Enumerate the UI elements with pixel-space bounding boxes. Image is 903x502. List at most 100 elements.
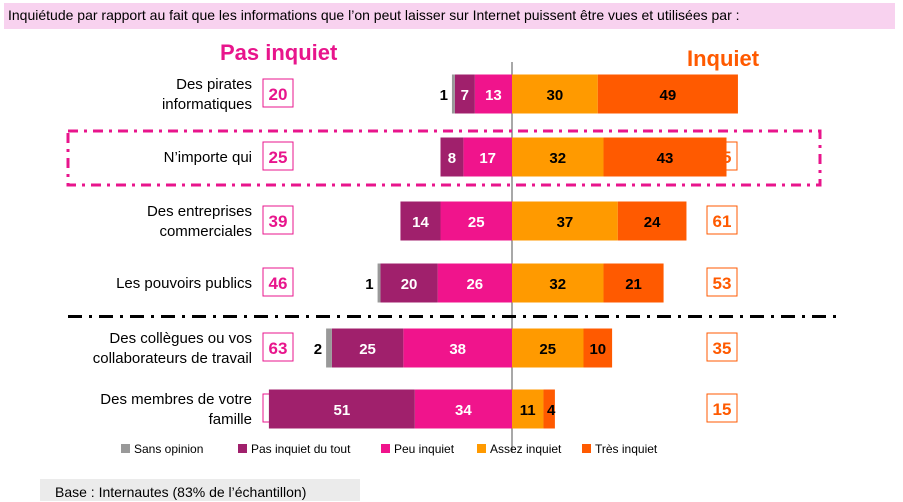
pas-inquiet-header: Pas inquiet xyxy=(220,40,338,65)
bar-value-label: 1 xyxy=(365,276,373,293)
bar-value-label: 32 xyxy=(549,276,566,293)
legend-swatch xyxy=(381,444,390,453)
bar-value-label: 7 xyxy=(461,87,469,104)
bar-segment xyxy=(474,74,512,114)
bar-value-label: 25 xyxy=(359,341,376,358)
total-pas-inquiet: 25 xyxy=(269,148,288,167)
bar-value-label: 4 xyxy=(547,402,556,419)
bar-value-label: 8 xyxy=(448,150,456,167)
category-label: informatiques xyxy=(162,96,252,113)
bar-value-label: 30 xyxy=(547,87,564,104)
bar-segment xyxy=(400,201,441,241)
bar-segment xyxy=(512,389,544,429)
legend-swatch xyxy=(477,444,486,453)
inquiet-header: Inquiet xyxy=(687,46,760,71)
bar-segment xyxy=(603,137,727,177)
total-box-pas-inquiet xyxy=(262,78,294,108)
legend-label: Sans opinion xyxy=(134,442,203,456)
legend-label: Peu inquiet xyxy=(394,442,455,456)
bar-value-label: 43 xyxy=(657,150,674,167)
bar-segment xyxy=(512,201,618,241)
bar-segment xyxy=(512,137,604,177)
category-label: commerciales xyxy=(159,223,252,240)
bar-segment xyxy=(326,328,332,368)
bar-value-label: 2 xyxy=(314,341,322,358)
total-pas-inquiet: 20 xyxy=(269,85,288,104)
bar-segment xyxy=(414,389,512,429)
bar-segment xyxy=(268,389,415,429)
chart-title: Inquiétude par rapport au fait que les i… xyxy=(8,7,740,23)
bar-segment xyxy=(583,328,613,368)
bar-segment xyxy=(377,263,381,303)
total-pas-inquiet: 39 xyxy=(269,212,288,231)
bar-value-label: 1 xyxy=(440,87,448,104)
total-box-pas-inquiet xyxy=(262,332,294,362)
bar-value-label: 37 xyxy=(557,214,574,231)
total-inquiet: 35 xyxy=(713,339,732,358)
category-label: Les pouvoirs publics xyxy=(116,275,252,292)
bar-segment xyxy=(543,389,555,429)
total-pas-inquiet: 46 xyxy=(269,274,288,293)
bar-segment xyxy=(437,263,512,303)
bar-segment xyxy=(463,137,512,177)
bar-value-label: 25 xyxy=(539,341,556,358)
legend-label: Pas inquiet du tout xyxy=(251,442,351,456)
bar-segment xyxy=(331,328,404,368)
bar-value-label: 51 xyxy=(333,402,350,419)
total-inquiet: 53 xyxy=(713,274,732,293)
bar-value-label: 34 xyxy=(455,402,472,419)
bar-segment xyxy=(403,328,512,368)
bar-segment xyxy=(440,201,512,241)
bar-value-label: 25 xyxy=(468,214,485,231)
total-box-inquiet xyxy=(706,332,738,362)
category-label: Des collègues ou vos xyxy=(109,330,252,347)
category-label: Des entreprises xyxy=(147,203,252,220)
bar-value-label: 14 xyxy=(412,214,429,231)
total-pas-inquiet: 63 xyxy=(269,339,288,358)
category-label: Des membres de votre xyxy=(100,391,252,408)
bar-segment xyxy=(512,263,604,303)
total-box-pas-inquiet xyxy=(262,205,294,235)
bar-segment xyxy=(454,74,475,114)
bar-value-label: 26 xyxy=(466,276,483,293)
bar-segment xyxy=(512,328,584,368)
bar-value-label: 24 xyxy=(644,214,661,231)
total-box-inquiet xyxy=(706,267,738,297)
legend-swatch xyxy=(238,444,247,453)
bar-segment xyxy=(512,74,598,114)
bar-value-label: 38 xyxy=(449,341,466,358)
title-bar xyxy=(4,3,895,29)
highlight-box xyxy=(66,129,822,187)
legend-swatch xyxy=(121,444,130,453)
bar-segment xyxy=(597,74,738,114)
bar-value-label: 17 xyxy=(479,150,496,167)
category-label: Des pirates xyxy=(176,76,252,93)
bar-value-label: 32 xyxy=(549,150,566,167)
base-note: Base : Internautes (83% de l’échantillon… xyxy=(55,484,307,500)
bar-segment xyxy=(617,201,687,241)
bar-segment xyxy=(440,137,464,177)
legend-label: Assez inquiet xyxy=(490,442,562,456)
bar-value-label: 11 xyxy=(520,402,536,419)
category-label: famille xyxy=(209,411,252,428)
base-note-box xyxy=(40,479,360,501)
bar-segment xyxy=(603,263,664,303)
legend-swatch xyxy=(582,444,591,453)
legend-label: Très inquiet xyxy=(595,442,658,456)
bar-value-label: 21 xyxy=(625,276,642,293)
total-inquiet: 61 xyxy=(713,212,732,231)
bar-value-label: 10 xyxy=(589,341,606,358)
bar-segment xyxy=(451,74,455,114)
bar-value-label: 49 xyxy=(660,87,677,104)
total-box-inquiet xyxy=(706,393,738,423)
bar-segment xyxy=(380,263,438,303)
total-box-inquiet xyxy=(706,205,738,235)
total-box-pas-inquiet xyxy=(262,141,294,171)
total-inquiet: 15 xyxy=(713,400,732,419)
bar-value-label: 13 xyxy=(485,87,502,104)
category-label: N’importe qui xyxy=(164,149,252,166)
category-label: collaborateurs de travail xyxy=(93,350,252,367)
total-box-pas-inquiet xyxy=(262,267,294,297)
bar-value-label: 20 xyxy=(401,276,418,293)
